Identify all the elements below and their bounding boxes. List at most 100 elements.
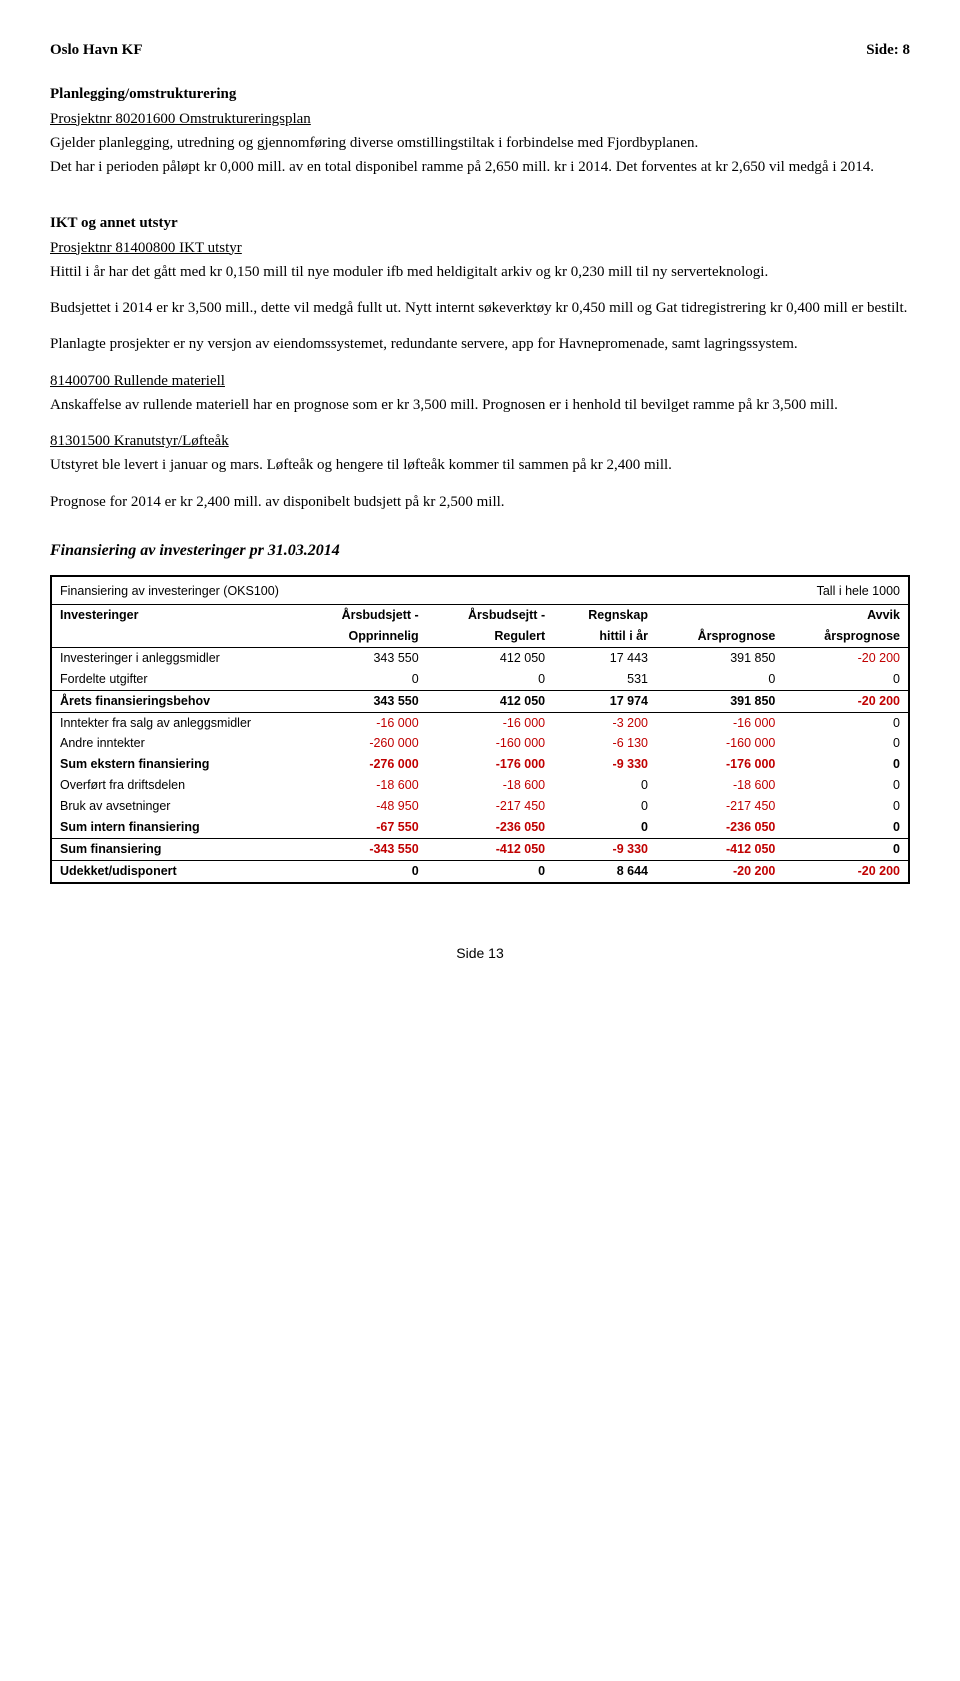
- cell-value: -6 130: [553, 733, 656, 754]
- cell-value: -236 050: [427, 817, 553, 838]
- table-row: Overført fra driftsdelen-18 600-18 6000-…: [52, 775, 908, 796]
- financing-table: Finansiering av investeringer (OKS100) T…: [50, 575, 910, 883]
- cell-value: -18 600: [427, 775, 553, 796]
- cell-value: 0: [783, 796, 908, 817]
- cell-value: -9 330: [553, 838, 656, 860]
- cell-value: -276 000: [300, 754, 426, 775]
- col-subheader: [52, 626, 300, 647]
- cell-value: 17 974: [553, 690, 656, 712]
- section1-project: Prosjektnr 80201600 Omstruktureringsplan: [50, 109, 910, 129]
- cell-value: -176 000: [656, 754, 783, 775]
- section3-p1: Anskaffelse av rullende materiell har en…: [50, 395, 910, 415]
- cell-value: -16 000: [427, 712, 553, 733]
- col-header: Investeringer: [52, 605, 300, 626]
- cell-value: 0: [656, 669, 783, 690]
- cell-value: -176 000: [427, 754, 553, 775]
- col-header: Årsbudsejtt -: [427, 605, 553, 626]
- cell-value: -18 600: [300, 775, 426, 796]
- cell-value: -48 950: [300, 796, 426, 817]
- cell-value: 0: [427, 669, 553, 690]
- cell-value: 343 550: [300, 647, 426, 668]
- cell-value: 391 850: [656, 647, 783, 668]
- section4-project: 81301500 Kranutstyr/Løfteåk: [50, 431, 910, 451]
- header-left: Oslo Havn KF: [50, 40, 143, 60]
- cell-value: 0: [783, 775, 908, 796]
- row-label: Overført fra driftsdelen: [52, 775, 300, 796]
- section1-title: Planlegging/omstrukturering: [50, 84, 910, 104]
- col-subheader: Regulert: [427, 626, 553, 647]
- cell-value: -16 000: [656, 712, 783, 733]
- caption-right: Tall i hele 1000: [817, 583, 900, 600]
- cell-value: 0: [783, 838, 908, 860]
- table-caption: Finansiering av investeringer (OKS100) T…: [52, 577, 908, 605]
- header-right: Side: 8: [866, 40, 910, 60]
- table-row: Investeringer i anleggsmidler343 550412 …: [52, 647, 908, 668]
- cell-value: 0: [553, 796, 656, 817]
- table-head: InvesteringerÅrsbudsjett -Årsbudsejtt -R…: [52, 605, 908, 647]
- cell-value: -9 330: [553, 754, 656, 775]
- col-header: Årsbudsjett -: [300, 605, 426, 626]
- cell-value: 343 550: [300, 690, 426, 712]
- cell-value: -16 000: [300, 712, 426, 733]
- table-row: Årets finansieringsbehov343 550412 05017…: [52, 690, 908, 712]
- col-subheader: Opprinnelig: [300, 626, 426, 647]
- cell-value: 531: [553, 669, 656, 690]
- cell-value: -67 550: [300, 817, 426, 838]
- cell-value: -217 450: [427, 796, 553, 817]
- section4-p2: Prognose for 2014 er kr 2,400 mill. av d…: [50, 492, 910, 512]
- cell-value: 391 850: [656, 690, 783, 712]
- cell-value: 0: [783, 754, 908, 775]
- section2-title: IKT og annet utstyr: [50, 213, 910, 233]
- row-label: Udekket/udisponert: [52, 860, 300, 881]
- row-label: Fordelte utgifter: [52, 669, 300, 690]
- col-subheader: hittil i år: [553, 626, 656, 647]
- table-row: Inntekter fra salg av anleggsmidler-16 0…: [52, 712, 908, 733]
- section4-p1: Utstyret ble levert i januar og mars. Lø…: [50, 455, 910, 475]
- cell-value: 0: [427, 860, 553, 881]
- page-footer: Side 13: [50, 944, 910, 963]
- page-header: Oslo Havn KF Side: 8: [50, 40, 910, 60]
- cell-value: 8 644: [553, 860, 656, 881]
- cell-value: 0: [783, 669, 908, 690]
- cell-value: 0: [553, 817, 656, 838]
- cell-value: -412 050: [656, 838, 783, 860]
- table-row: Fordelte utgifter0053100: [52, 669, 908, 690]
- col-subheader: Årsprognose: [656, 626, 783, 647]
- caption-left: Finansiering av investeringer (OKS100): [60, 583, 279, 600]
- cell-value: 0: [300, 860, 426, 881]
- cell-value: 0: [783, 733, 908, 754]
- cell-value: -260 000: [300, 733, 426, 754]
- cell-value: -217 450: [656, 796, 783, 817]
- table-row: Udekket/udisponert008 644-20 200-20 200: [52, 860, 908, 881]
- cell-value: 412 050: [427, 647, 553, 668]
- financing-heading: Finansiering av investeringer pr 31.03.2…: [50, 540, 910, 562]
- table-body: Investeringer i anleggsmidler343 550412 …: [52, 647, 908, 881]
- cell-value: -412 050: [427, 838, 553, 860]
- cell-value: -160 000: [656, 733, 783, 754]
- cell-value: -160 000: [427, 733, 553, 754]
- row-label: Sum finansiering: [52, 838, 300, 860]
- table-row: Sum finansiering-343 550-412 050-9 330-4…: [52, 838, 908, 860]
- col-header: [656, 605, 783, 626]
- section2-p1: Hittil i år har det gått med kr 0,150 mi…: [50, 262, 910, 282]
- table-row: Bruk av avsetninger-48 950-217 4500-217 …: [52, 796, 908, 817]
- row-label: Årets finansieringsbehov: [52, 690, 300, 712]
- cell-value: -20 200: [656, 860, 783, 881]
- table-row: Andre inntekter-260 000-160 000-6 130-16…: [52, 733, 908, 754]
- cell-value: 17 443: [553, 647, 656, 668]
- row-label: Investeringer i anleggsmidler: [52, 647, 300, 668]
- section3-project: 81400700 Rullende materiell: [50, 371, 910, 391]
- col-subheader: årsprognose: [783, 626, 908, 647]
- section2-p3: Planlagte prosjekter er ny versjon av ei…: [50, 334, 910, 354]
- cell-value: -20 200: [783, 860, 908, 881]
- row-label: Sum ekstern finansiering: [52, 754, 300, 775]
- cell-value: -343 550: [300, 838, 426, 860]
- col-header: Avvik: [783, 605, 908, 626]
- col-header: Regnskap: [553, 605, 656, 626]
- section1-p1: Gjelder planlegging, utredning og gjenno…: [50, 133, 910, 153]
- cell-value: 0: [783, 712, 908, 733]
- cell-value: 0: [300, 669, 426, 690]
- row-label: Sum intern finansiering: [52, 817, 300, 838]
- row-label: Andre inntekter: [52, 733, 300, 754]
- table-row: Sum ekstern finansiering-276 000-176 000…: [52, 754, 908, 775]
